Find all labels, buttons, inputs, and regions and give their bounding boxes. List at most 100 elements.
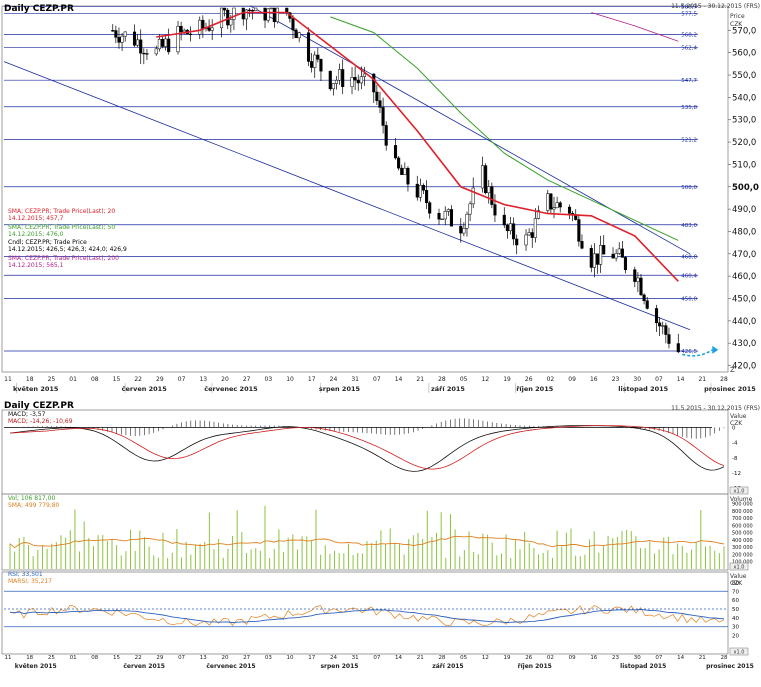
legend-value: 14.12.2015; 457,7	[8, 215, 64, 222]
macd-scale-box[interactable]	[729, 486, 749, 495]
candle-body	[558, 202, 562, 208]
macd-unit-top: Value	[730, 413, 747, 420]
candle-body	[636, 277, 640, 282]
rsi-tick-label: 20	[732, 634, 739, 640]
candle-body	[406, 167, 410, 185]
month-label: červen 2015	[122, 385, 168, 393]
rsi-tick-label: 30	[732, 625, 739, 631]
candle-body	[623, 257, 628, 270]
level-label: 568,2	[681, 32, 697, 38]
rsi-month-label: květen 2015	[15, 663, 57, 670]
rsi-date-tick-label: 28	[721, 655, 728, 661]
candle-body	[524, 234, 528, 246]
candle-body	[421, 185, 426, 191]
volume-scale-box[interactable]	[729, 562, 749, 571]
rsi-date-tick-label: 28	[438, 655, 445, 661]
date-tick-label: 09	[568, 376, 576, 383]
volume-pane-frame	[1, 493, 729, 571]
rsi-month-label: říjen 2015	[518, 663, 552, 670]
candle-body	[617, 248, 621, 254]
date-tick-label: 29	[156, 376, 164, 383]
rsi-month-label: září 2015	[432, 663, 463, 670]
candle-body	[552, 207, 556, 210]
trend-lines	[3, 5, 691, 331]
main-title: Daily CEZP.PR	[4, 4, 74, 14]
rsi-scale-label: x1.0	[734, 650, 745, 656]
date-tick-label: 26	[525, 376, 533, 383]
candle-body	[667, 334, 671, 344]
candle-body	[114, 30, 118, 38]
candle-body	[508, 223, 513, 232]
candle-body	[614, 253, 618, 259]
candle-body	[310, 61, 314, 68]
candle-body	[319, 59, 323, 72]
candle-body	[440, 218, 444, 221]
candle-body	[400, 167, 404, 175]
month-label: říjen 2015	[516, 385, 554, 393]
candle-body	[139, 39, 143, 54]
candle-body	[449, 209, 454, 227]
date-tick-label: 07	[655, 376, 663, 383]
candle-body	[229, 19, 233, 26]
date-tick-label: 27	[243, 376, 251, 383]
rsi-date-tick-label: 29	[156, 655, 163, 661]
candle-body	[415, 183, 419, 198]
price-tick-label: 500,0	[732, 183, 759, 193]
rsi-scale-box[interactable]	[729, 647, 749, 656]
rsi-line	[9, 604, 725, 627]
candle-body	[446, 209, 450, 212]
date-axis: 11 18 25 01 08 15 22 29 07 13 20 27 03 10 17 24 31 07 14 21…	[4, 376, 756, 393]
date-tick-label: 16	[590, 376, 598, 383]
candle-body	[136, 39, 140, 46]
candle-body	[527, 232, 531, 236]
candle-body	[642, 294, 646, 301]
candle-body	[502, 214, 506, 226]
volume-legend-1: Vol; 106 817,00	[8, 495, 55, 502]
rsi-date-tick-label: 23	[612, 655, 619, 661]
rsi-date-tick-label: 24	[330, 655, 337, 661]
date-tick-label: 30	[633, 376, 641, 383]
rsi-tick-label: 60	[732, 598, 739, 604]
price-tick-label: 440,0	[732, 317, 756, 327]
candle-body	[210, 27, 214, 31]
date-tick-label: 07	[178, 376, 186, 383]
candle-body	[515, 238, 519, 246]
date-tick-label: 23	[612, 376, 620, 383]
rsi-date-tick-label: 17	[308, 655, 315, 661]
rsi-date-tick-label: 03	[265, 655, 272, 661]
rsi-date-tick-label: 08	[91, 655, 98, 661]
price-tick-label: 560,0	[732, 49, 756, 59]
level-label: 535,8	[681, 105, 697, 111]
rsi-date-tick-label: 27	[243, 655, 250, 661]
volume-tick-label: 100 000	[732, 560, 753, 566]
candle-body	[393, 145, 398, 159]
volume-tick-label: 300 000	[732, 545, 753, 551]
volume-tick-label: 800 000	[732, 509, 753, 515]
candle-body	[490, 186, 494, 205]
price-unit: CZK	[730, 21, 743, 28]
price-y-label-right: Z	[730, 366, 735, 374]
rsi-date-tick-label: 01	[70, 655, 77, 661]
candle-body	[620, 248, 624, 258]
candle-body	[291, 18, 295, 31]
price-tick-label: 420,0	[732, 362, 756, 372]
candle-body	[546, 193, 550, 211]
rsi-legend-2: MARSI; 35,217	[8, 578, 52, 585]
macd-pane-frame	[1, 409, 729, 495]
candle-body	[505, 224, 509, 232]
candle-body	[269, 7, 273, 10]
candle-body	[117, 37, 121, 43]
candle-body	[244, 9, 248, 20]
legend-value: 14.12.2015; 565,1	[8, 262, 64, 269]
trend-line-lower	[3, 61, 691, 331]
candle-body	[331, 83, 335, 90]
forecast-arrow	[682, 349, 713, 357]
candle-body	[484, 165, 488, 194]
date-tick-label: 17	[308, 376, 316, 383]
rsi-date-tick-label: 02	[547, 655, 554, 661]
candle-body	[676, 343, 680, 353]
candle-body	[341, 69, 345, 87]
candle-body	[592, 253, 596, 268]
macd-scale-label: x1.0	[734, 489, 745, 495]
price-tick-label: 470,0	[732, 250, 756, 260]
